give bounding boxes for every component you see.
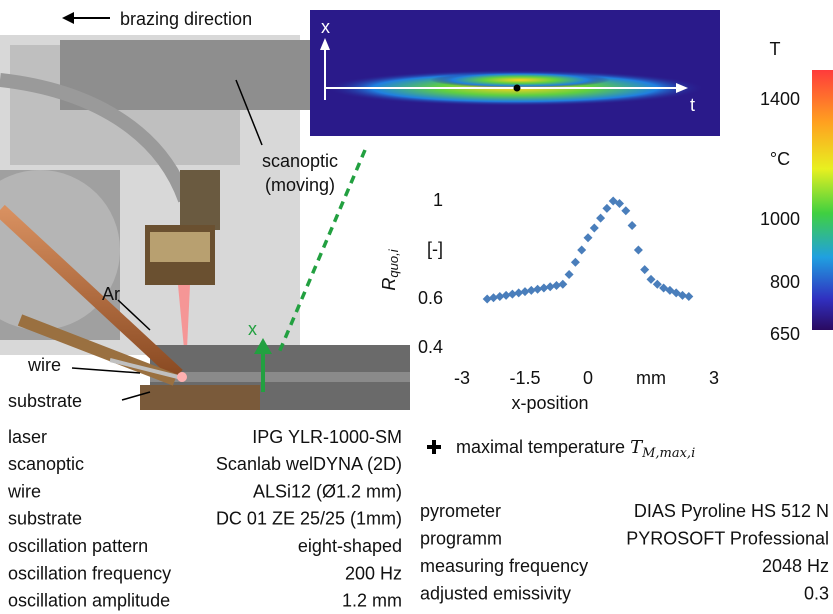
colorbar-unit: °C bbox=[770, 149, 790, 169]
legend: maximal temperature TM,max,i bbox=[427, 437, 695, 461]
colorbar-tick-label: 1000 bbox=[760, 209, 800, 229]
point bbox=[621, 206, 631, 216]
point bbox=[520, 287, 530, 297]
substrate-label: substrate bbox=[8, 391, 82, 411]
table-value: DC 01 ZE 25/25 (1mm) bbox=[216, 509, 402, 529]
axis-label: t bbox=[690, 95, 695, 115]
colorbar-tick-label: 1400 bbox=[760, 89, 800, 109]
point bbox=[564, 270, 574, 279]
point bbox=[514, 288, 524, 298]
table-value: ALSi12 (Ø1.2 mm) bbox=[253, 481, 402, 501]
point bbox=[652, 279, 662, 289]
table-label: oscillation frequency bbox=[8, 563, 171, 583]
table-value: 2048 Hz bbox=[762, 556, 829, 576]
x-tick-label: mm bbox=[636, 368, 666, 388]
point bbox=[570, 257, 580, 267]
wire-label: wire bbox=[27, 355, 61, 375]
point bbox=[558, 279, 568, 289]
point bbox=[577, 245, 587, 255]
point bbox=[495, 292, 505, 302]
legend-symbol-sub: M,max,i bbox=[641, 446, 695, 461]
axis-label: x bbox=[248, 319, 257, 339]
table-label: wire bbox=[7, 481, 41, 501]
chart: x-position Rquo,i 0.4 0.6 [-] 1 -3 -1.5 0 mm 3 bbox=[379, 190, 719, 413]
table-value: Scanlab welDYNA (2D) bbox=[216, 454, 402, 474]
table-label: oscillation pattern bbox=[8, 536, 148, 556]
point bbox=[489, 293, 498, 303]
colorbar: T °C 1400 1000 800 650 bbox=[760, 39, 833, 344]
axis-label: x bbox=[321, 17, 330, 37]
point bbox=[539, 283, 549, 293]
colorbar-title: T bbox=[770, 39, 781, 59]
x-tick-label: 3 bbox=[709, 368, 719, 388]
legend-symbol: T bbox=[630, 437, 644, 458]
point bbox=[640, 265, 650, 275]
table-value: 0.3 bbox=[804, 583, 829, 603]
point bbox=[533, 284, 543, 294]
colorbar-tick-label: 800 bbox=[770, 272, 800, 292]
table-label: scanoptic bbox=[8, 454, 84, 474]
table-value: DIAS Pyroline HS 512 N bbox=[634, 501, 829, 521]
point bbox=[589, 223, 599, 233]
table-label: substrate bbox=[8, 509, 82, 529]
point bbox=[602, 203, 612, 213]
x-tick-label: -1.5 bbox=[509, 368, 540, 388]
y-axis-label-sub: quo,i bbox=[386, 248, 401, 277]
y-axis-label: Rquo,i bbox=[379, 248, 402, 290]
x-axis-label: x-position bbox=[511, 393, 588, 413]
x-tick-label: 0 bbox=[583, 368, 593, 388]
table-value: 1.2 mm bbox=[342, 591, 402, 611]
y-tick-label: 0.6 bbox=[418, 288, 443, 308]
point bbox=[583, 233, 593, 243]
table-value: PYROSOFT Professional bbox=[626, 528, 829, 548]
photo: brazing direction scanoptic (moving) Ar … bbox=[0, 9, 410, 411]
table-value: IPG YLR-1000-SM bbox=[252, 427, 402, 447]
point bbox=[501, 290, 511, 300]
argon-label: Ar bbox=[102, 284, 120, 304]
table-value: 200 Hz bbox=[345, 563, 402, 583]
table-label: adjusted emissivity bbox=[420, 583, 571, 603]
point bbox=[545, 282, 555, 292]
tables: laser IPG YLR-1000-SM scanoptic Scanlab wel… bbox=[7, 427, 829, 611]
table-label: measuring frequency bbox=[420, 556, 588, 576]
table-value: eight-shaped bbox=[298, 536, 402, 556]
point bbox=[684, 292, 694, 302]
colorbar-tick-label: 650 bbox=[770, 324, 800, 344]
point bbox=[627, 221, 637, 230]
point bbox=[552, 281, 561, 291]
direction-label: brazing direction bbox=[120, 9, 252, 29]
y-tick-label: 1 bbox=[433, 190, 443, 210]
table-label: programm bbox=[420, 528, 502, 548]
scanoptic-label: scanoptic bbox=[262, 151, 338, 171]
point bbox=[596, 213, 606, 223]
table-label: oscillation amplitude bbox=[8, 591, 170, 611]
point bbox=[482, 294, 492, 304]
point bbox=[678, 290, 687, 300]
scanoptic-label: (moving) bbox=[265, 175, 335, 195]
point bbox=[646, 274, 656, 284]
point bbox=[507, 289, 517, 299]
point bbox=[633, 245, 643, 255]
legend-text: maximal temperature TM,max,i bbox=[456, 437, 695, 461]
y-tick-label: 0.4 bbox=[418, 337, 443, 357]
point bbox=[526, 285, 536, 295]
x-tick-label: -3 bbox=[454, 368, 470, 388]
point bbox=[615, 198, 624, 208]
table-label: laser bbox=[8, 427, 47, 447]
y-axis-label-main: R bbox=[379, 278, 399, 291]
y-tick-label: [-] bbox=[427, 239, 443, 259]
table-label: pyrometer bbox=[420, 501, 501, 521]
thermal-image: x t bbox=[310, 10, 720, 136]
legend-label: maximal temperature bbox=[456, 437, 625, 457]
